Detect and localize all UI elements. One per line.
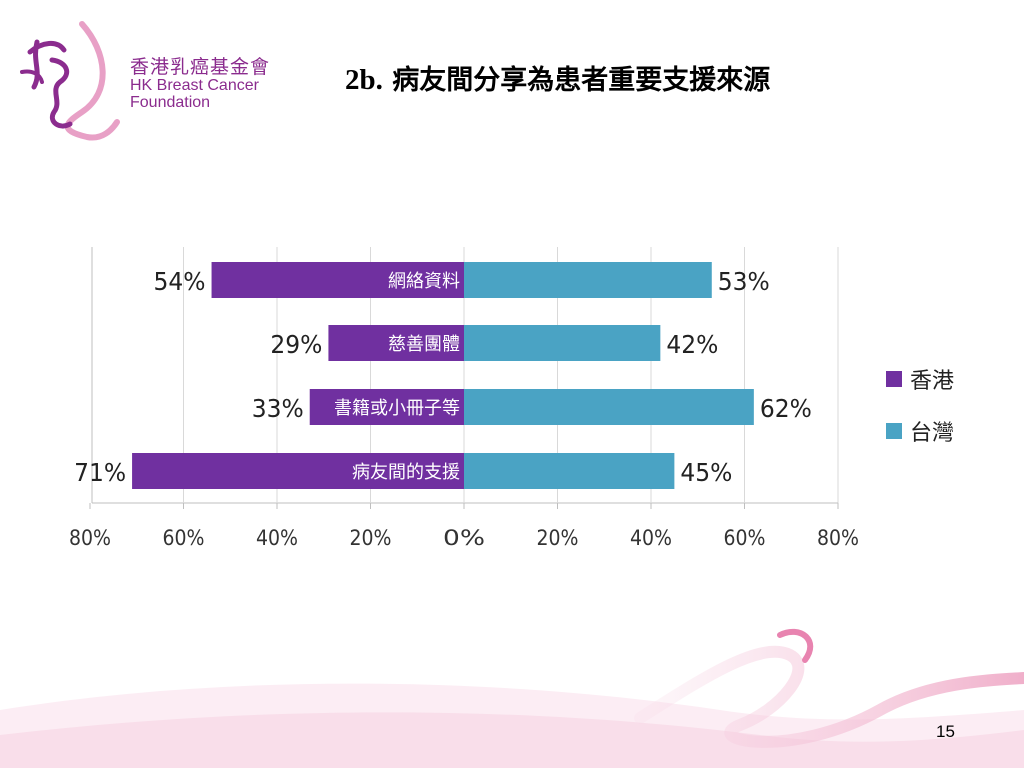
bar-taiwan [464, 262, 712, 298]
legend-swatch [886, 423, 902, 439]
x-tick-label: 40% [256, 526, 298, 550]
category-label: 慈善團體 [388, 334, 460, 355]
slide-title-number: 2b. [345, 64, 383, 96]
pink-ribbon-logo-icon [20, 21, 120, 141]
x-tick-label: 60% [724, 526, 766, 550]
category-label: 書籍或小冊子等 [334, 398, 460, 419]
logo-name-chinese: 香港乳癌基金會 [130, 57, 271, 78]
legend-label: 台灣 [910, 421, 954, 446]
bar-taiwan [464, 389, 754, 425]
slide-title: 2b. 病友間分享為患者重要支援來源 [345, 58, 770, 97]
data-label-taiwan: 62% [760, 394, 812, 423]
bar-taiwan [464, 325, 661, 361]
background-ribbon-decoration [0, 628, 1024, 768]
logo-name-english-line2: Foundation [130, 93, 211, 111]
bar-hong-kong [309, 389, 464, 425]
x-tick-label: 20% [537, 526, 579, 550]
bar-taiwan [464, 453, 675, 489]
legend-swatch [886, 371, 902, 387]
x-tick-label: 80% [69, 526, 111, 550]
data-label-hong-kong: 33% [252, 394, 304, 423]
data-label-hong-kong: 71% [74, 458, 126, 487]
legend-label: 香港 [910, 369, 954, 394]
data-label-taiwan: 42% [666, 330, 718, 359]
category-label: 網絡資料 [388, 271, 460, 292]
category-label: 病友間的支援 [352, 462, 460, 483]
x-tick-label: 20% [350, 526, 392, 550]
data-label-hong-kong: 29% [270, 330, 322, 359]
x-tick-label: 40% [630, 526, 672, 550]
bar-hong-kong [328, 325, 464, 361]
page-number: 15 [936, 722, 955, 741]
data-label-taiwan: 53% [718, 267, 770, 296]
slide-title-text: 病友間分享為患者重要支援來源 [392, 65, 771, 96]
data-label-taiwan: 45% [680, 458, 732, 487]
bar-hong-kong [211, 262, 464, 298]
x-tick-label: 60% [163, 526, 205, 550]
x-tick-label: 0% [443, 526, 485, 550]
x-tick-label: 80% [817, 526, 859, 550]
foundation-logo: 香港乳癌基金會 HK Breast Cancer Foundation [12, 12, 292, 142]
logo-name-english-line1: HK Breast Cancer [130, 76, 259, 94]
bar-hong-kong [132, 453, 464, 489]
data-label-hong-kong: 54% [154, 267, 206, 296]
